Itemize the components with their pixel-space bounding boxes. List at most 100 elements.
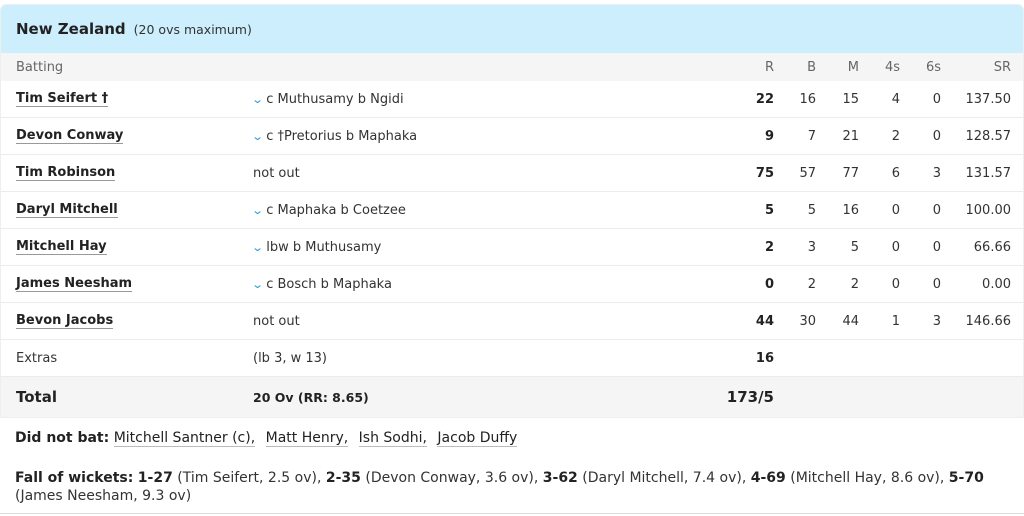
did-not-bat-player-link[interactable]: Ish Sodhi, bbox=[358, 430, 427, 447]
total-overs: 20 Ov (RR: 8.65) bbox=[253, 389, 369, 405]
minutes: 15 bbox=[842, 91, 859, 107]
dismissal-text: not out bbox=[253, 313, 300, 329]
sixes: 0 bbox=[932, 276, 941, 292]
fours: 0 bbox=[891, 276, 900, 292]
batter-row: Bevon Jacobs not out 44 30 44 1 3 146.66 bbox=[1, 303, 1023, 340]
dismissal-text: c †Pretorius b Maphaka bbox=[266, 128, 418, 144]
minutes: 21 bbox=[842, 128, 859, 144]
batter-name-link[interactable]: Bevon Jacobs bbox=[16, 313, 114, 329]
runs: 2 bbox=[764, 239, 774, 255]
dismissal-text: c Maphaka b Coetzee bbox=[266, 202, 406, 218]
batter-row: James Neesham ⌄ c Bosch b Maphaka 0 2 2 0… bbox=[1, 266, 1023, 303]
runs: 75 bbox=[755, 165, 774, 181]
team-name: New Zealand bbox=[16, 20, 126, 38]
fow-score: 4-69 bbox=[750, 470, 786, 486]
fow-score: 3-62 bbox=[542, 470, 578, 486]
chevron-down-icon[interactable]: ⌄ bbox=[251, 277, 265, 291]
fow-score: 2-35 bbox=[325, 470, 361, 486]
col-r: R bbox=[764, 59, 774, 75]
col-6s: 6s bbox=[925, 59, 941, 75]
extras-row: Extras (lb 3, w 13) 16 bbox=[1, 340, 1023, 377]
dismissal[interactable]: ⌄ c Muthusamy b Ngidi bbox=[251, 91, 404, 107]
fours: 2 bbox=[891, 128, 900, 144]
strike-rate: 137.50 bbox=[965, 91, 1012, 107]
minutes: 2 bbox=[850, 276, 859, 292]
batting-scorecard: New Zealand (20 ovs maximum) Batting R B… bbox=[0, 4, 1024, 418]
batter-name-link[interactable]: Mitchell Hay bbox=[16, 239, 107, 255]
strike-rate: 66.66 bbox=[973, 239, 1011, 255]
fow-detail: (Daryl Mitchell, 7.4 ov), bbox=[582, 470, 747, 486]
innings-header: New Zealand (20 ovs maximum) bbox=[1, 5, 1023, 53]
fours: 4 bbox=[891, 91, 900, 107]
dismissal-text: lbw b Muthusamy bbox=[266, 239, 382, 255]
fow-detail: (Devon Conway, 3.6 ov), bbox=[365, 470, 539, 486]
batter-row: Daryl Mitchell ⌄ c Maphaka b Coetzee 5 5 … bbox=[1, 192, 1023, 229]
fow-score: 5-70 bbox=[948, 470, 984, 486]
dismissal-text: not out bbox=[253, 165, 300, 181]
balls: 16 bbox=[799, 91, 816, 107]
fours: 0 bbox=[891, 239, 900, 255]
dismissal[interactable]: ⌄ lbw b Muthusamy bbox=[251, 239, 382, 255]
total-label: Total bbox=[16, 388, 57, 406]
balls: 30 bbox=[799, 313, 816, 329]
batter-name-link[interactable]: James Neesham bbox=[16, 276, 133, 292]
chevron-down-icon[interactable]: ⌄ bbox=[251, 203, 265, 217]
dismissal[interactable]: ⌄ c †Pretorius b Maphaka bbox=[251, 128, 418, 144]
balls: 57 bbox=[799, 165, 816, 181]
runs: 9 bbox=[764, 128, 774, 144]
fow-score: 1-27 bbox=[137, 470, 173, 486]
sixes: 0 bbox=[932, 239, 941, 255]
col-batting: Batting bbox=[16, 59, 64, 75]
strike-rate: 100.00 bbox=[965, 202, 1012, 218]
fow-label: Fall of wickets: bbox=[15, 470, 134, 486]
dismissal[interactable]: ⌄ c Bosch b Maphaka bbox=[251, 276, 392, 292]
strike-rate: 131.57 bbox=[965, 165, 1012, 181]
dismissal: not out bbox=[253, 314, 300, 329]
fall-of-wickets: Fall of wickets: 1-27 (Tim Seifert, 2.5 … bbox=[15, 469, 1015, 505]
dismissal-text: c Bosch b Maphaka bbox=[266, 276, 392, 292]
fow-detail: (Tim Seifert, 2.5 ov), bbox=[177, 470, 322, 486]
minutes: 16 bbox=[842, 202, 859, 218]
sixes: 0 bbox=[932, 202, 941, 218]
batter-row: Mitchell Hay ⌄ lbw b Muthusamy 2 3 5 0 0 … bbox=[1, 229, 1023, 266]
col-m: M bbox=[847, 59, 859, 75]
extras-value: 16 bbox=[755, 350, 774, 366]
dismissal[interactable]: ⌄ c Maphaka b Coetzee bbox=[251, 202, 406, 218]
dismissal-text: c Muthusamy b Ngidi bbox=[266, 91, 404, 107]
minutes: 77 bbox=[842, 165, 859, 181]
extras-label: Extras bbox=[16, 350, 58, 366]
batter-name-link[interactable]: Tim Seifert † bbox=[16, 91, 109, 107]
strike-rate: 0.00 bbox=[982, 276, 1011, 292]
minutes: 44 bbox=[842, 313, 859, 329]
chevron-down-icon[interactable]: ⌄ bbox=[251, 240, 265, 254]
fours: 6 bbox=[891, 165, 900, 181]
batter-row: Tim Robinson not out 75 57 77 6 3 131.57 bbox=[1, 155, 1023, 192]
batter-name-link[interactable]: Tim Robinson bbox=[16, 165, 116, 181]
col-4s: 4s bbox=[884, 59, 900, 75]
did-not-bat: Did not bat: Mitchell Santner (c), Matt … bbox=[15, 430, 523, 447]
col-b: B bbox=[807, 59, 816, 75]
did-not-bat-player-link[interactable]: Jacob Duffy bbox=[437, 430, 518, 447]
fow-detail: (Mitchell Hay, 8.6 ov), bbox=[790, 470, 945, 486]
did-not-bat-player-link[interactable]: Mitchell Santner (c), bbox=[113, 430, 256, 447]
balls: 5 bbox=[807, 202, 816, 218]
sixes: 0 bbox=[932, 91, 941, 107]
did-not-bat-label: Did not bat: bbox=[15, 430, 110, 446]
batter-row: Devon Conway ⌄ c †Pretorius b Maphaka 9 7… bbox=[1, 118, 1023, 155]
divider bbox=[0, 513, 1024, 514]
batter-name-link[interactable]: Daryl Mitchell bbox=[16, 202, 118, 218]
overs-info: (20 ovs maximum) bbox=[133, 21, 252, 37]
col-sr: SR bbox=[993, 59, 1011, 75]
batter-row: Tim Seifert † ⌄ c Muthusamy b Ngidi 22 16… bbox=[1, 81, 1023, 118]
column-header-row: Batting R B M 4s 6s SR bbox=[1, 53, 1023, 81]
dismissal: not out bbox=[253, 166, 300, 181]
runs: 5 bbox=[764, 202, 774, 218]
balls: 3 bbox=[807, 239, 816, 255]
minutes: 5 bbox=[850, 239, 859, 255]
batter-name-link[interactable]: Devon Conway bbox=[16, 128, 124, 144]
did-not-bat-player-link[interactable]: Matt Henry, bbox=[265, 430, 349, 447]
chevron-down-icon[interactable]: ⌄ bbox=[251, 92, 265, 106]
strike-rate: 128.57 bbox=[965, 128, 1012, 144]
runs: 44 bbox=[755, 313, 774, 329]
chevron-down-icon[interactable]: ⌄ bbox=[251, 129, 265, 143]
